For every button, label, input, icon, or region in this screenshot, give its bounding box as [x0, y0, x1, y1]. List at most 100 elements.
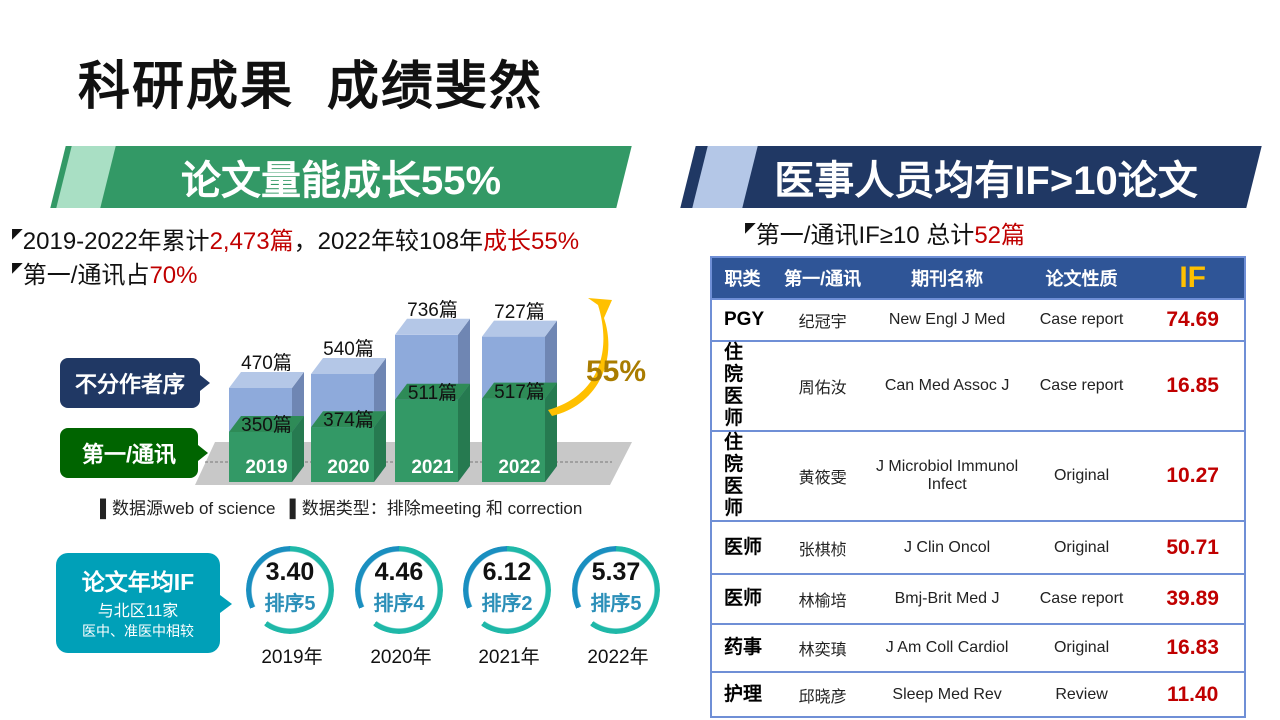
summary-line-1: ◤2019-2022年累计2,473篇，2022年较108年成长55% [12, 221, 579, 256]
column-header: 第一/通讯 [772, 257, 873, 299]
legend-first-author: 第一/通讯 [60, 428, 208, 478]
if-value-group: 3.40 排序5 [246, 546, 334, 634]
growth-arrow-icon [548, 298, 612, 416]
if-note: ◤第一/通讯IF≥10 总计52篇 [745, 215, 1025, 250]
table-cell: Bmj-Brit Med J [872, 573, 1022, 624]
table-cell: 住院医师 [711, 430, 773, 521]
table-row: PGY 纪冠宇 New Engl J Med Case report 74.69 [711, 298, 1245, 341]
chart-canvas [195, 298, 632, 485]
column-header: 期刊名称 [872, 257, 1022, 299]
table-row: 住院医师 周佑汝 Can Med Assoc J Case report 16.85 [711, 340, 1245, 431]
table-cell: 39.89 [1141, 573, 1245, 624]
avg-if-value: 3.40 [265, 558, 315, 586]
paper-count-chart: 55% 470篇 350篇 2019 540篇 374篇 2020 736篇 511篇 2021… [0, 0, 700, 500]
high-if-table: 职类 第一/通讯 期刊名称 论文性质 IF PGY 纪冠宇 New Engl J Med Ca… [710, 256, 1246, 718]
if-ring [572, 546, 660, 634]
table-row: 医师 张棋桢 J Clin Oncol Original 50.71 [711, 520, 1245, 574]
bar-first-author [229, 416, 304, 482]
table-cell: 11.40 [1141, 671, 1245, 717]
column-header: IF [1141, 257, 1245, 299]
table-row: 护理 邱晓彦 Sleep Med Rev Review 11.40 [711, 671, 1245, 717]
avg-if-sub2: 医中、准医中相较 [82, 623, 194, 639]
table-cell: 16.85 [1141, 340, 1245, 431]
table-cell: 医师 [711, 520, 773, 574]
avg-if-year: 2020年 [370, 647, 432, 668]
data-label-first: 517篇 [494, 381, 545, 403]
table-cell: Can Med Assoc J [872, 340, 1022, 431]
if-banner-text: 医事人员均有IF>10论文 [774, 159, 1198, 203]
total-count: 2,473篇 [209, 228, 294, 255]
table-cell: 周佑汝 [772, 340, 873, 431]
page-title: 科研成果 成绩斐然 [78, 58, 543, 116]
table-cell: New Engl J Med [872, 298, 1022, 341]
avg-if-value: 6.12 [482, 558, 532, 586]
table-cell: J Am Coll Cardiol [872, 623, 1022, 672]
table-cell: Review [1021, 671, 1142, 717]
if-banner: 医事人员均有IF>10论文 [680, 146, 1262, 208]
avg-if-box: 论文年均IF 与北区11家 医中、准医中相较 [56, 553, 232, 653]
table-cell: 林奕瑱 [772, 623, 873, 672]
table-cell: J Clin Oncol [872, 520, 1022, 574]
bullet-triangle-icon: ◤ [12, 225, 23, 241]
table-cell: Original [1021, 623, 1142, 672]
if-value-group: 5.37 排序5 [572, 546, 660, 634]
avg-if-year: 2019年 [261, 647, 323, 668]
data-label-all: 736篇 [407, 299, 458, 321]
table-cell: 16.83 [1141, 623, 1245, 672]
table-cell: 邱晓彦 [772, 671, 873, 717]
avg-if-sub1: 与北区11家 [97, 603, 179, 620]
table-cell: PGY [711, 298, 773, 341]
table-cell: 50.71 [1141, 520, 1245, 574]
table-cell: Case report [1021, 340, 1142, 431]
table-cell: 药事 [711, 623, 773, 672]
legend-all-authors: 不分作者序 [60, 358, 210, 408]
avg-if-rank: 排序2 [481, 593, 533, 615]
bullet-triangle-icon: ◤ [12, 259, 23, 275]
avg-if-value: 5.37 [591, 558, 641, 586]
table-row: 住院医师 黄筱雯 J Microbiol Immunol Infect Origina… [711, 430, 1245, 521]
table-cell: 护理 [711, 671, 773, 717]
table-cell: 纪冠宇 [772, 298, 873, 341]
table-cell: 林榆培 [772, 573, 873, 624]
data-label-all: 727篇 [494, 301, 545, 323]
if-paper-count: 52篇 [974, 222, 1026, 249]
table-cell: Original [1021, 430, 1142, 521]
avg-if-rank: 排序5 [264, 593, 316, 615]
table-cell: 住院医师 [711, 340, 773, 431]
table-cell: J Microbiol Immunol Infect [872, 430, 1022, 521]
summary-line-2: ◤第一/通讯占70% [12, 255, 198, 290]
avg-if-rank: 排序5 [590, 593, 642, 615]
column-header: 论文性质 [1021, 257, 1142, 299]
text: 第一/通讯占 [22, 262, 150, 289]
bar-first-author [311, 411, 386, 482]
bar-first-author [482, 382, 557, 482]
avg-if-year: 2021年 [478, 647, 540, 668]
table-cell: 张棋桢 [772, 520, 873, 574]
table-cell: 10.27 [1141, 430, 1245, 521]
table-cell: Case report [1021, 573, 1142, 624]
table-row: 药事 林奕瑱 J Am Coll Cardiol Original 16.83 [711, 623, 1245, 672]
bar-first-author [395, 383, 470, 482]
data-label-first: 511篇 [407, 382, 458, 404]
table-header: 职类 第一/通讯 期刊名称 论文性质 IF [711, 257, 1245, 299]
data-label-all: 540篇 [323, 339, 374, 360]
if-value-group: 4.46 排序4 [355, 546, 443, 634]
source-note: ▌数据源web of science ▌数据类型：排除meeting 和 cor… [100, 499, 583, 518]
first-author-share: 70% [149, 262, 198, 289]
growth-label: 55% [586, 355, 647, 388]
text: ，2022年较108年 [293, 228, 484, 255]
bullet-triangle-icon: ◤ [745, 219, 756, 235]
if-ring [355, 546, 443, 634]
avg-if-title: 论文年均IF [81, 569, 195, 595]
data-label-first: 350篇 [241, 415, 292, 436]
if-ring [463, 546, 551, 634]
table-cell: Sleep Med Rev [872, 671, 1022, 717]
x-tick-label: 2021 [411, 457, 454, 478]
growth-banner: 论文量能成长55% [50, 146, 632, 208]
text: 第一/通讯IF≥10 总计 [755, 222, 975, 249]
text: 2019-2022年累计 [22, 228, 210, 255]
table-cell: 74.69 [1141, 298, 1245, 341]
table-cell: 医师 [711, 573, 773, 624]
growth-rate: 成长55% [483, 228, 580, 255]
growth-banner-text: 论文量能成长55% [180, 159, 502, 203]
